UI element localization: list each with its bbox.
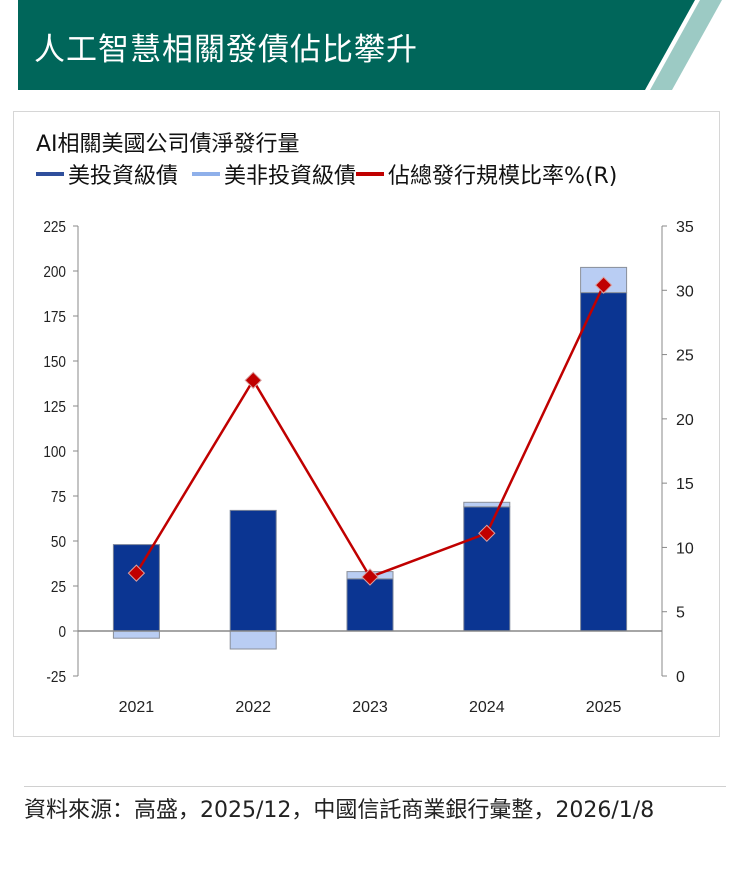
- left-tick-label: -25: [46, 669, 66, 686]
- x-tick-label: 2021: [119, 699, 155, 716]
- legend-swatch-ig: [36, 172, 64, 176]
- chart-plot: 2252001751501251007550250-25353025201510…: [43, 219, 694, 716]
- ratio-line: [135, 284, 605, 579]
- left-tick-label: 75: [51, 489, 66, 506]
- left-tick-label: 200: [43, 264, 66, 281]
- legend-swatch-ratio: [356, 172, 385, 176]
- left-tick-label: 125: [43, 399, 66, 416]
- bar-hy-2024: [463, 501, 511, 508]
- ratio-point-2025: [594, 276, 613, 294]
- right-tick-label: 10: [676, 540, 694, 557]
- left-tick-label: 150: [43, 354, 66, 371]
- ratio-point-2023: [361, 568, 379, 586]
- chart-legend: 美投資級債 美非投資級債 佔總發行規模比率%(R): [36, 158, 617, 190]
- right-tick-label: 5: [676, 605, 685, 622]
- right-tick-label: 25: [676, 348, 694, 365]
- source-note: 資料來源：高盛，2025/12，中國信託商業銀行彙整，2026/1/8: [24, 798, 655, 823]
- right-tick-label: 30: [676, 283, 694, 300]
- x-tick-label: 2023: [352, 699, 388, 716]
- right-tick-label: 0: [676, 669, 685, 686]
- bar-ig-2023: [346, 578, 394, 632]
- bar-hy-2022: [229, 630, 277, 650]
- left-tick-label: 0: [58, 624, 66, 641]
- bar-ig-2021: [112, 544, 160, 632]
- ratio-point-2021: [127, 564, 146, 582]
- legend-label-ig: 美投資級債: [68, 164, 179, 189]
- title-banner: [18, 0, 722, 90]
- left-tick-label: 225: [43, 219, 66, 236]
- left-tick-label: 175: [43, 309, 66, 326]
- legend-swatch-hy: [192, 172, 221, 176]
- bar-hy-2021: [112, 630, 160, 639]
- left-tick-label: 50: [51, 534, 66, 551]
- right-tick-label: 15: [676, 476, 694, 493]
- banner-stripe: [650, 0, 722, 90]
- legend-item-ratio: 佔總發行規模比率%(R): [356, 158, 617, 190]
- legend-item-ig: 美投資級債: [36, 158, 178, 190]
- x-tick-label: 2024: [469, 699, 505, 716]
- ratio-point-2024: [478, 524, 496, 542]
- left-tick-label: 100: [43, 444, 66, 461]
- footer-divider: [24, 786, 726, 787]
- page-title: 人工智慧相關發債佔比攀升: [34, 32, 418, 68]
- bar-ig-2025: [580, 292, 628, 632]
- chart-title: AI相關美國公司債淨發行量: [36, 132, 300, 157]
- chart-frame: [13, 111, 720, 737]
- legend-label-hy: 美非投資級債: [224, 164, 357, 189]
- right-tick-label: 35: [676, 219, 694, 236]
- bar-ig-2022: [229, 509, 277, 632]
- x-tick-label: 2025: [586, 699, 622, 716]
- legend-label-ratio: 佔總發行規模比率%(R): [388, 164, 618, 189]
- legend-item-hy: 美非投資級債: [192, 158, 356, 190]
- banner-background: [18, 0, 695, 90]
- right-tick-label: 20: [676, 412, 694, 429]
- left-tick-label: 25: [51, 579, 66, 596]
- ratio-point-2022: [244, 371, 262, 389]
- x-tick-label: 2022: [235, 699, 271, 716]
